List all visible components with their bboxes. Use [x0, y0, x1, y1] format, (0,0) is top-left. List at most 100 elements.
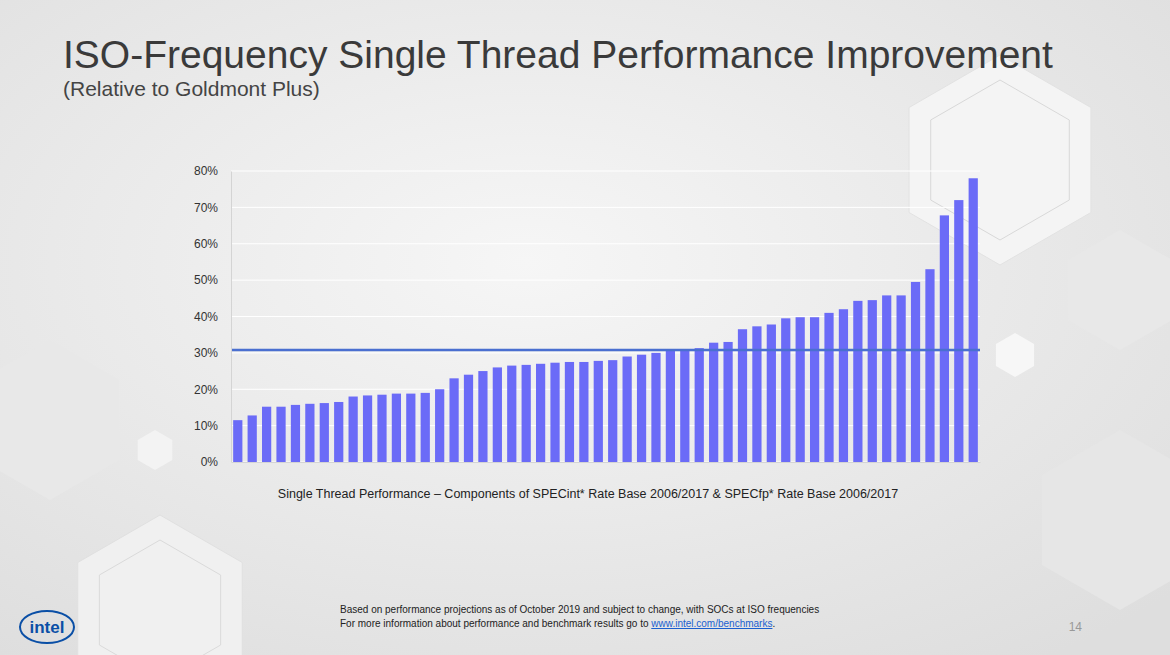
bar — [925, 269, 934, 462]
decoration — [1042, 430, 1170, 610]
grid-line — [231, 243, 980, 244]
bar — [334, 402, 343, 462]
bar — [305, 404, 314, 462]
grid-line — [231, 207, 980, 208]
bar — [478, 371, 487, 462]
tick-label: 10% — [194, 419, 218, 433]
bar — [796, 317, 805, 462]
bar — [839, 309, 848, 462]
axis-line — [231, 172, 232, 463]
bar — [853, 301, 862, 462]
bar — [637, 355, 646, 462]
tick: 70% — [194, 201, 231, 215]
tick-label: 30% — [194, 346, 218, 360]
decoration — [78, 515, 243, 655]
bar — [248, 415, 257, 462]
link[interactable]: www.intel.com/benchmarks — [650, 618, 772, 629]
reference-line — [231, 349, 980, 352]
bar — [594, 361, 603, 462]
bar — [363, 395, 372, 462]
bar — [969, 178, 978, 462]
bar — [276, 407, 285, 462]
bar — [666, 350, 675, 462]
grid-line — [231, 462, 980, 463]
decoration — [138, 430, 173, 470]
bar — [550, 363, 559, 462]
axis-line — [232, 462, 981, 463]
bar — [507, 366, 516, 462]
tick-label: 40% — [194, 310, 218, 324]
plot-area — [231, 178, 980, 462]
tick: 10% — [194, 419, 231, 433]
bar — [810, 317, 819, 462]
bar — [623, 357, 632, 462]
grid-line — [231, 389, 980, 390]
tick: 60% — [194, 237, 231, 251]
footnote: Based on performance projections as of O… — [340, 604, 819, 615]
bar — [897, 295, 906, 462]
decoration — [1068, 230, 1170, 350]
footnote: For more information about performance a… — [340, 618, 775, 629]
tick-label: 50% — [194, 273, 218, 287]
bar — [435, 389, 444, 462]
bar — [695, 348, 704, 462]
logo-swoosh — [20, 611, 74, 643]
decoration — [996, 333, 1034, 377]
tick-label: 70% — [194, 201, 218, 215]
tick-label: 0% — [201, 455, 219, 469]
bar — [291, 405, 300, 462]
tick: 50% — [194, 273, 231, 287]
bar — [954, 200, 963, 462]
bar — [320, 403, 329, 462]
bar — [882, 295, 891, 462]
y-axis: 0% 10% 20% 30% 40% 50% 60% 70% 80% — [194, 164, 232, 469]
x-axis-title: Single Thread Performance – Components o… — [278, 487, 898, 501]
bar — [406, 394, 415, 462]
bar — [651, 353, 660, 462]
bar — [767, 325, 776, 462]
tick: 20% — [194, 383, 231, 397]
tick-label: 20% — [194, 383, 218, 397]
decoration — [909, 55, 1091, 265]
bar — [608, 360, 617, 462]
x-axis — [232, 462, 981, 464]
bar — [579, 362, 588, 462]
decoration — [931, 80, 1070, 240]
decoration — [0, 340, 119, 500]
grid-line — [231, 352, 980, 353]
footnote-text: For more information about performance a… — [340, 618, 651, 629]
tick: 30% — [194, 346, 231, 360]
bar — [449, 378, 458, 462]
bar — [940, 215, 949, 462]
bar — [752, 326, 761, 462]
bar — [349, 397, 358, 462]
tick: 80% — [194, 164, 231, 178]
bar — [262, 407, 271, 462]
tick: 40% — [194, 310, 231, 324]
bar — [421, 393, 430, 462]
tick-label: 80% — [194, 164, 218, 178]
page-number: 14 — [1069, 620, 1083, 634]
grid-line — [231, 171, 980, 172]
bar — [565, 362, 574, 462]
decoration — [99, 540, 220, 655]
bar — [709, 343, 718, 462]
tick-label: 60% — [194, 237, 218, 251]
chart: 0% 10% 20% 30% 40% 50% 60% 70% 80% ISO-Frequency … — [0, 0, 1170, 655]
grid-line — [231, 425, 980, 426]
bar — [781, 318, 790, 462]
bar — [868, 300, 877, 462]
grid-line — [231, 316, 980, 317]
bar — [233, 420, 242, 462]
bar — [911, 282, 920, 462]
bar — [723, 342, 732, 462]
tick: 0% — [201, 455, 231, 469]
bar — [536, 364, 545, 462]
bar — [392, 394, 401, 462]
bar — [493, 367, 502, 462]
logo: intel — [30, 618, 65, 637]
bar — [377, 395, 386, 462]
title: ISO-Frequency Single Thread Performance … — [63, 33, 1053, 76]
grid-line — [231, 280, 980, 281]
bar — [680, 349, 689, 462]
